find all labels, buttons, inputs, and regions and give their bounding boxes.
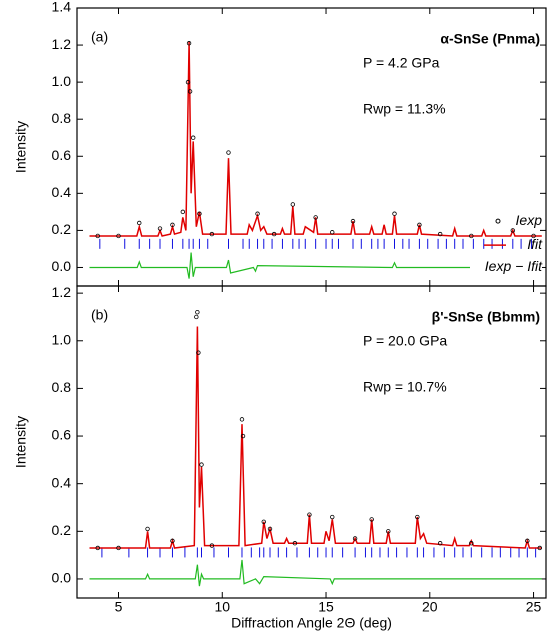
difference-line xyxy=(89,559,542,587)
x-tick-label: 5 xyxy=(115,599,123,615)
observed-point xyxy=(199,462,204,467)
observed-point xyxy=(525,538,530,544)
observed-point xyxy=(209,543,215,548)
x-tick-label: 20 xyxy=(422,599,438,615)
observed-point xyxy=(267,526,273,532)
plot-frame xyxy=(76,7,547,287)
observed-point xyxy=(537,545,542,551)
observed-point xyxy=(170,538,175,544)
observed-point xyxy=(137,220,142,226)
observed-point xyxy=(191,135,196,140)
observed-point xyxy=(307,512,312,517)
observed-point xyxy=(197,211,202,216)
observed-point xyxy=(386,529,391,534)
observed-point xyxy=(271,231,277,237)
observed-point xyxy=(350,218,356,224)
y-tick-label: 1.0 xyxy=(52,331,72,347)
observed-point xyxy=(195,309,200,315)
panel-label: (b) xyxy=(91,307,108,323)
y-tick-label: 1.0 xyxy=(52,73,72,89)
observed-point xyxy=(240,433,246,439)
observed-point xyxy=(239,417,245,422)
y-tick-label: 0.2 xyxy=(52,221,72,237)
observed-point xyxy=(170,222,175,228)
rwp: Rwp = 10.7% xyxy=(363,379,447,395)
observed-point xyxy=(531,233,536,239)
observed-point xyxy=(313,215,318,220)
observed-point xyxy=(95,545,100,551)
rwp: Rwp = 11.3% xyxy=(363,101,446,117)
observed-point xyxy=(255,211,260,216)
observed-point xyxy=(330,514,335,520)
fit-line xyxy=(89,41,542,237)
observed-point xyxy=(187,89,193,94)
observed-point xyxy=(369,517,374,522)
plot-frame xyxy=(76,285,547,599)
observed-point xyxy=(116,545,121,551)
observed-point xyxy=(330,230,335,235)
y-tick-label: 1.4 xyxy=(52,0,72,15)
observed-point xyxy=(510,228,515,233)
y-tick-label: 0.4 xyxy=(52,474,72,490)
pressure: P = 4.2 GPa xyxy=(363,55,440,71)
observed-point xyxy=(261,519,266,524)
y-tick-label: 0.8 xyxy=(52,379,72,395)
y-tick-label: 1.2 xyxy=(52,36,72,52)
y-tick-label: 0.8 xyxy=(52,110,72,126)
legend-bg xyxy=(470,259,542,276)
x-tick-label: 15 xyxy=(318,599,334,615)
pressure: P = 20.0 GPa xyxy=(363,333,447,349)
observed-point xyxy=(437,541,443,546)
fit-line xyxy=(89,326,542,549)
legend-label: Ifit xyxy=(527,236,543,252)
observed-point xyxy=(145,526,150,532)
y-tick-label: 0.6 xyxy=(52,147,72,163)
observed-point xyxy=(290,202,296,207)
y-tick-label: 0.6 xyxy=(52,427,72,443)
observed-point xyxy=(180,209,186,215)
observed-point xyxy=(469,541,474,546)
y-axis-label: Intensity xyxy=(13,416,29,468)
x-tick-label: 25 xyxy=(526,599,542,615)
observed-point xyxy=(415,514,420,520)
observed-point xyxy=(469,233,474,239)
x-tick-label: 10 xyxy=(214,599,230,615)
legend-label: Iexp − Ifit xyxy=(485,258,543,274)
observed-point xyxy=(392,211,397,216)
difference-line xyxy=(89,252,542,279)
observed-point xyxy=(186,41,192,46)
panel-title: α-SnSe (Pnma) xyxy=(440,31,540,47)
observed-point xyxy=(95,233,100,239)
observed-point xyxy=(352,536,358,541)
observed-point xyxy=(157,226,163,231)
y-tick-label: 0.2 xyxy=(52,522,72,538)
y-tick-label: 1.2 xyxy=(52,284,72,300)
y-tick-label: 0.0 xyxy=(52,258,72,274)
panel-title: β'-SnSe (Bbmm) xyxy=(432,309,540,325)
observed-point xyxy=(292,541,298,546)
y-tick-label: 0.0 xyxy=(52,570,72,586)
observed-point xyxy=(417,222,422,228)
panel-label: (a) xyxy=(91,29,108,45)
observed-point xyxy=(185,79,191,85)
observed-point xyxy=(437,231,443,237)
legend-label: Iexp xyxy=(516,212,543,228)
legend-symbol xyxy=(495,218,501,224)
y-tick-label: 0.4 xyxy=(52,184,72,200)
observed-point xyxy=(209,231,215,237)
observed-point xyxy=(116,233,121,239)
observed-point xyxy=(226,150,231,155)
x-axis-label: Diffraction Angle 2Θ (deg) xyxy=(231,615,392,631)
observed-point xyxy=(196,350,201,355)
observed-point xyxy=(194,314,199,320)
y-axis-label: Intensity xyxy=(13,121,29,173)
